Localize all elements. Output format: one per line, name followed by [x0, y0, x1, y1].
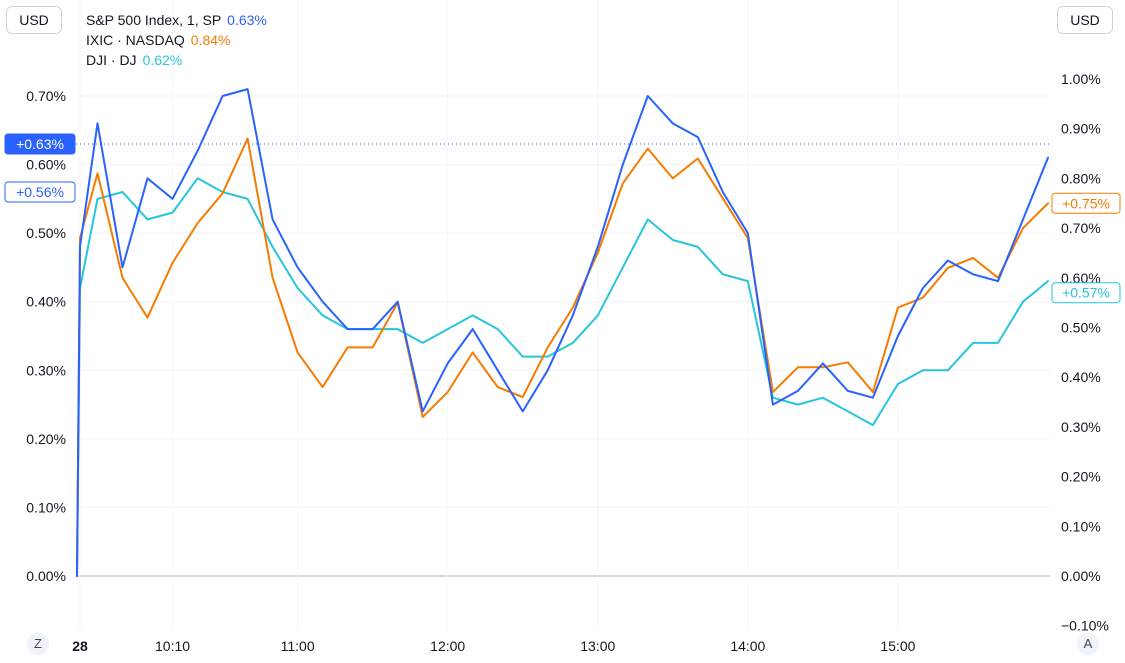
right-axis-tick: 1.00%	[1061, 71, 1101, 87]
right-axis-tick: 0.60%	[1061, 270, 1101, 286]
x-axis-tick: 28	[72, 638, 88, 654]
badge-box	[1051, 192, 1121, 214]
legend-value: 0.84%	[190, 32, 231, 48]
right-axis-tick: 0.50%	[1061, 320, 1101, 336]
badge-box	[4, 181, 76, 203]
badge-label: +0.57%	[1062, 285, 1110, 301]
legend-name: S&P 500 Index, 1, SP	[86, 12, 222, 28]
right-axis-tick: 0.70%	[1061, 220, 1101, 236]
legend-name: IXIC · NASDAQ	[86, 32, 185, 48]
right-axis-tick: 0.00%	[1061, 568, 1101, 584]
legend-name: DJI · DJ	[86, 52, 137, 68]
left-axis-tick: 0.70%	[26, 88, 66, 104]
left-price-badge: +0.56%	[4, 181, 76, 203]
x-axis-tick: 10:10	[155, 638, 190, 654]
badge-label: +0.56%	[16, 184, 64, 200]
right-price-badge: +0.75%	[1051, 192, 1121, 214]
badge-label: +0.75%	[1062, 195, 1110, 211]
x-axis-tick: 14:00	[730, 638, 765, 654]
left-axis-tick: 0.10%	[26, 499, 66, 515]
legend-value: 0.62%	[142, 52, 183, 68]
right-axis-tick: 0.20%	[1061, 469, 1101, 485]
left-axis-tick: 0.30%	[26, 362, 66, 378]
right-axis-tick: 0.10%	[1061, 518, 1101, 534]
auto-scale-button[interactable]: A	[1077, 633, 1099, 655]
right-price-badge: +0.57%	[1051, 282, 1121, 304]
legend-row-dji[interactable]: DJI · DJ 0.62%	[86, 50, 267, 70]
right-axis-tick: 0.30%	[1061, 419, 1101, 435]
right-axis-tick: −0.10%	[1061, 618, 1109, 634]
legend-row-nasdaq[interactable]: IXIC · NASDAQ 0.84%	[86, 30, 267, 50]
left-axis-tick: 0.00%	[26, 568, 66, 584]
badge-box	[1051, 282, 1121, 304]
left-axis-tick: 0.40%	[26, 294, 66, 310]
right-axis-tick: 0.90%	[1061, 121, 1101, 137]
right-axis-tick: 0.80%	[1061, 170, 1101, 186]
zoom-button[interactable]: Z	[27, 633, 49, 655]
legend-value: 0.63%	[227, 12, 267, 28]
right-axis-tick: 0.40%	[1061, 369, 1101, 385]
left-price-badge: +0.63%	[4, 133, 76, 155]
badge-label: +0.63%	[16, 136, 64, 152]
series-line-1	[76, 137, 1049, 577]
legend: S&P 500 Index, 1, SP 0.63% IXIC · NASDAQ 0…	[86, 10, 267, 70]
x-axis-tick: 13:00	[580, 638, 615, 654]
legend-row-sp500[interactable]: S&P 500 Index, 1, SP 0.63%	[86, 10, 267, 30]
x-axis-tick: 11:00	[281, 638, 315, 654]
badge-box	[4, 133, 76, 155]
x-axis-tick: 12:00	[430, 638, 465, 654]
series-line-2	[76, 177, 1049, 577]
currency-left-button[interactable]: USD	[6, 6, 62, 34]
currency-right-button[interactable]: USD	[1057, 6, 1113, 34]
series-line-0	[76, 88, 1049, 577]
x-axis-tick: 15:00	[880, 638, 915, 654]
left-axis-tick: 0.20%	[26, 431, 66, 447]
left-axis-tick: 0.60%	[26, 157, 66, 173]
left-axis-tick: 0.50%	[26, 225, 66, 241]
